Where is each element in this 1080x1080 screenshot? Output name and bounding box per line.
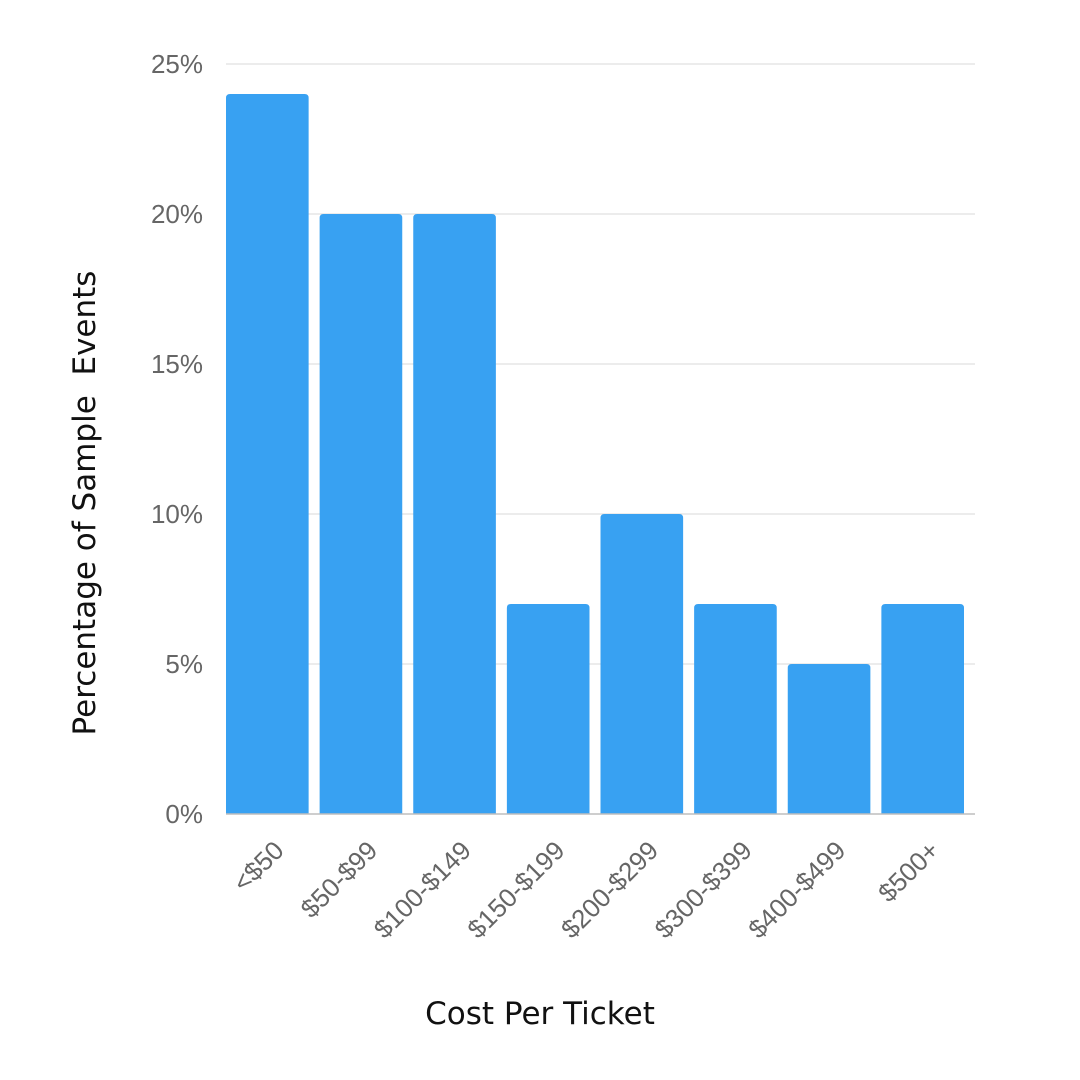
y-tick-label: 20% — [151, 199, 203, 229]
bar — [506, 604, 590, 814]
bar — [226, 94, 309, 814]
x-tick-label: $400-$499 — [742, 835, 851, 944]
y-tick-label: 25% — [151, 49, 203, 79]
bar — [413, 214, 496, 814]
x-tick-label: $50-$99 — [294, 835, 383, 924]
y-tick-label: 10% — [151, 499, 203, 529]
y-tick-label: 15% — [151, 349, 203, 379]
bar — [694, 604, 777, 814]
x-tick-label: <$50 — [227, 835, 290, 898]
x-axis-ticks: <$50 $50-$99$100-$149$150-$199$200-$299$3… — [227, 835, 945, 944]
y-axis-ticks: 0% 5% 10% 15% 20% 25% — [151, 49, 203, 829]
bar — [319, 214, 403, 814]
x-tick-label: $500+ — [872, 835, 945, 908]
x-tick-label: $150-$199 — [461, 835, 570, 944]
bar — [881, 604, 964, 814]
bar — [600, 514, 684, 814]
bars — [226, 94, 964, 814]
bar — [787, 664, 871, 814]
x-tick-label: $100-$149 — [368, 835, 477, 944]
x-axis-title: Cost Per Ticket — [425, 996, 655, 1032]
x-tick-label: $300-$399 — [649, 835, 758, 944]
y-tick-label: 0% — [165, 799, 203, 829]
x-tick-label: $200-$299 — [555, 835, 664, 944]
y-axis-title: Percentage of Sample Events — [67, 271, 103, 736]
y-tick-label: 5% — [165, 649, 203, 679]
